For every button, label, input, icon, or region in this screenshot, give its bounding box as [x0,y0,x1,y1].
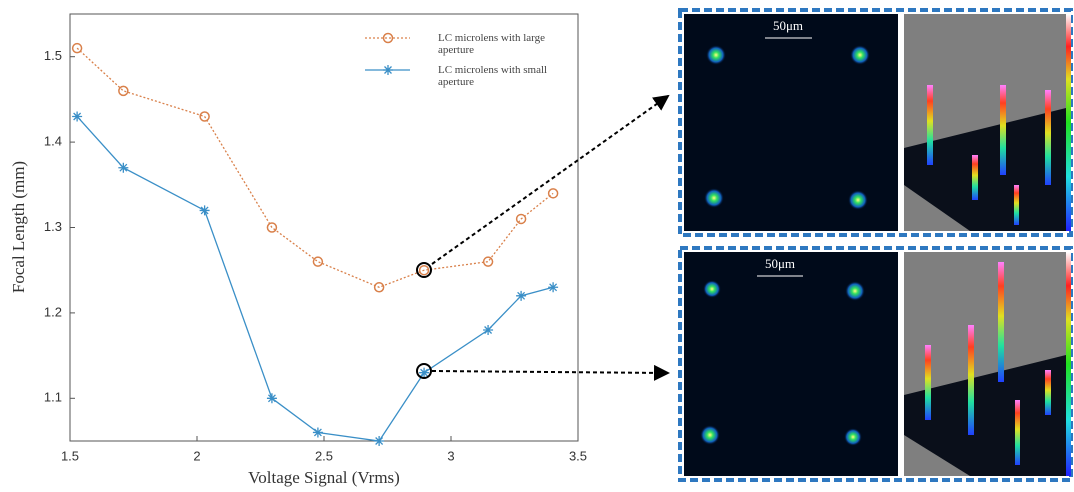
point-marker [383,65,393,75]
y-axis-label: Focal Length (mm) [9,161,28,293]
x-tick-label: 3.5 [569,448,587,463]
x-tick-label: 3 [447,448,454,463]
series-line [77,116,553,441]
image-panel: 50μm [680,248,1071,480]
y-tick-label: 1.3 [44,219,62,234]
legend-label: LC microlens with large aperture [438,32,568,56]
x-tick-label: 2 [193,448,200,463]
point-marker [118,163,128,173]
point-marker [200,205,210,215]
callout-arrow [432,96,668,264]
x-axis-label: Voltage Signal (Vrms) [248,468,400,487]
figure: 1.1 1.2 1.3 1.4 1.5 1.5 2 2.5 3 3.5 Focal Length … [0,0,1074,492]
point-marker [267,393,277,403]
point-marker [484,257,493,266]
legend-label: LC microlens with small aperture [438,64,568,88]
point-marker [313,257,322,266]
point-marker [119,86,128,95]
image-panel: 50μm [680,10,1071,235]
callout-arrow [432,371,668,373]
x-tick-label: 1.5 [61,448,79,463]
scale-label: 50μm [773,18,803,33]
x-tick-label: 2.5 [315,448,333,463]
point-marker [483,325,493,335]
point-marker [72,111,82,121]
y-tick-label: 1.1 [44,390,62,405]
point-marker [374,436,384,446]
point-marker [548,282,558,292]
point-marker [313,427,323,437]
point-marker [516,291,526,301]
y-tick-label: 1.5 [44,48,62,63]
scale-label: 50μm [765,256,795,271]
y-tick-label: 1.4 [44,134,62,149]
point-marker [384,34,393,43]
y-tick-label: 1.2 [44,304,62,319]
